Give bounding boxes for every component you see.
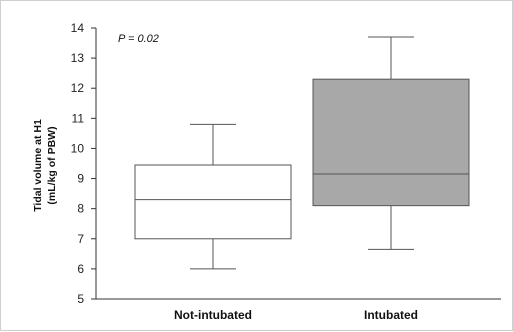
boxes (134, 36, 470, 270)
y-tick-label: 7 (77, 232, 84, 246)
x-category-label: Not-intubated (174, 308, 252, 322)
box-not-intubated (134, 123, 292, 270)
y-tick-label: 13 (71, 51, 85, 65)
axes (95, 28, 501, 300)
y-tick-label: 11 (72, 111, 85, 125)
y-tick-label: 9 (77, 172, 84, 186)
box-intubated (312, 36, 470, 250)
iqr-box (312, 78, 470, 207)
y-ticks: 5 6 7 8 9 10 11 12 13 14 (71, 21, 96, 306)
y-tick-label: 6 (77, 262, 84, 276)
y-axis-label: Tidal volume at H1 (mL/kg of PBW) (32, 119, 58, 212)
x-category-label: Intubated (364, 308, 418, 322)
y-tick-label: 8 (77, 202, 84, 216)
y-tick-label: 10 (71, 141, 85, 155)
category-labels: Not-intubated Intubated (174, 308, 418, 322)
y-axis-label-line1: Tidal volume at H1 (32, 119, 44, 212)
y-tick-label: 14 (71, 21, 85, 35)
y-tick-label: 5 (77, 292, 84, 306)
iqr-box (134, 164, 292, 240)
y-axis-label-line2: (mL/kg of PBW) (46, 126, 58, 204)
y-tick-label: 12 (71, 81, 85, 95)
p-value-annotation: P = 0.02 (118, 33, 159, 45)
